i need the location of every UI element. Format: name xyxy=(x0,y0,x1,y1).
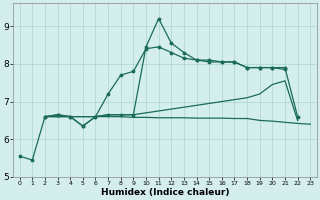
X-axis label: Humidex (Indice chaleur): Humidex (Indice chaleur) xyxy=(101,188,229,197)
